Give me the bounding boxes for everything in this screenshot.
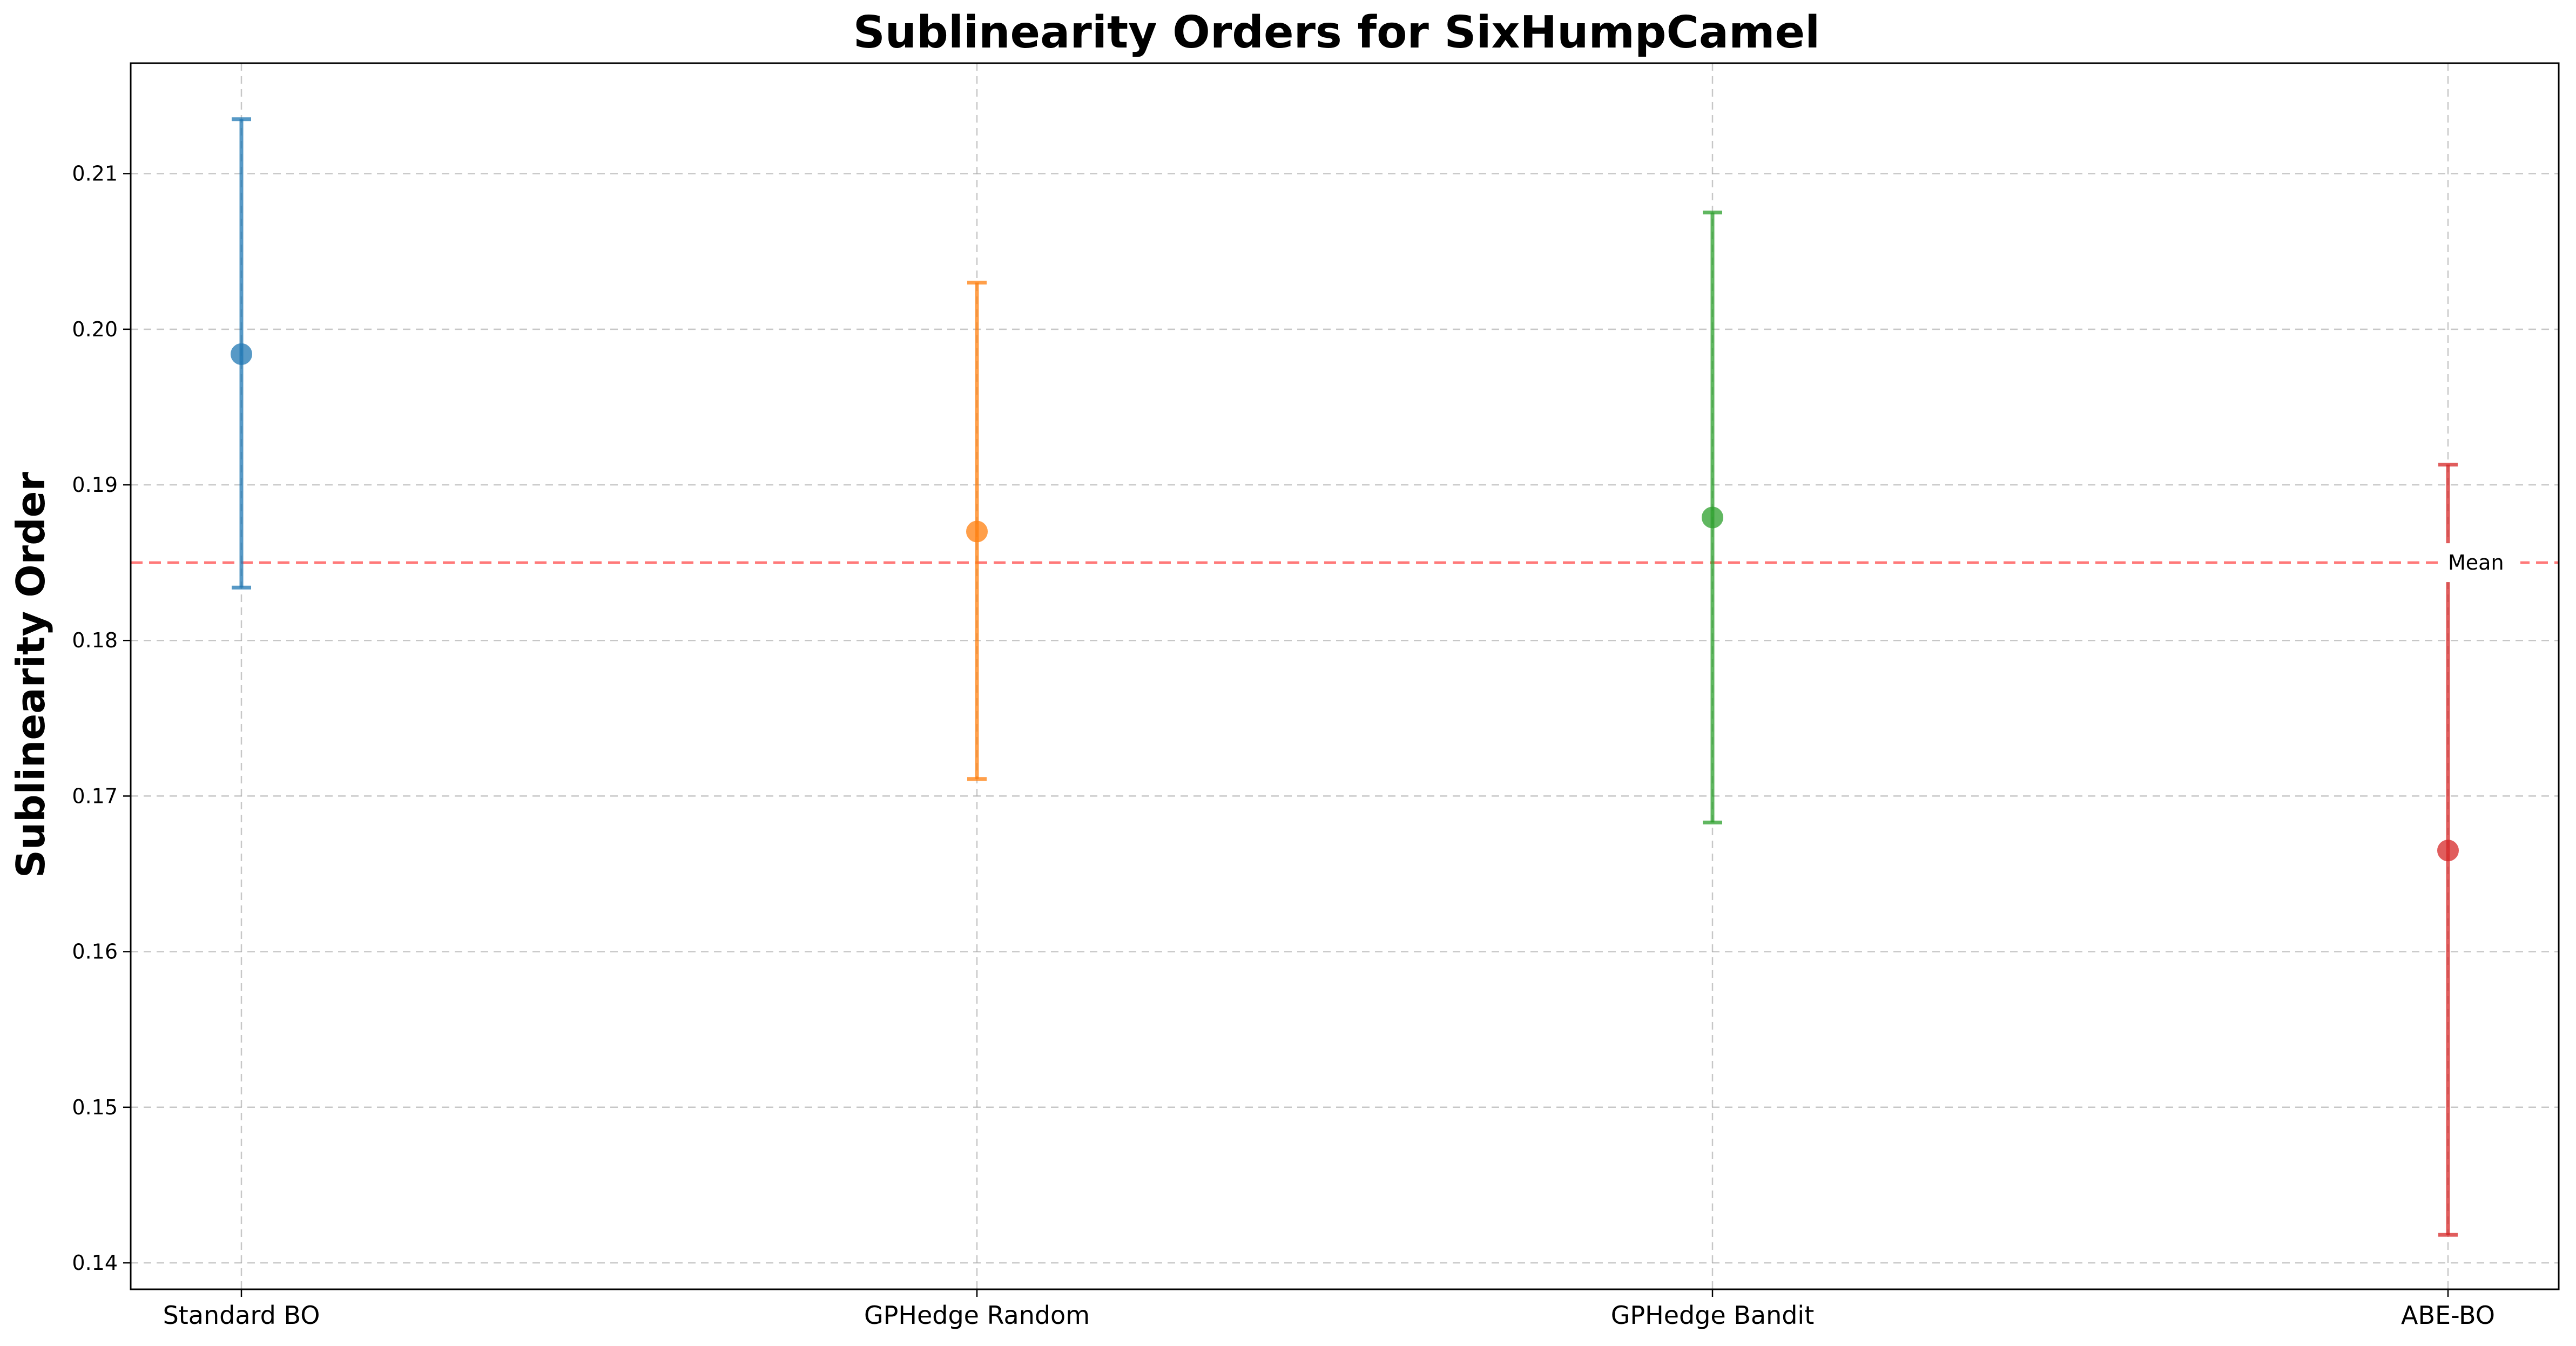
y-tick-label: 0.14 [72,1251,118,1275]
y-tick-label: 0.21 [72,162,118,186]
series-gphedge-random [966,280,988,781]
grid [131,63,2559,1289]
mean-annotation-box [2440,543,2520,583]
mean-label: Mean [2448,551,2504,574]
y-tick-label: 0.20 [72,317,118,341]
y-tick-label: 0.16 [72,940,118,964]
data-point [1702,506,1723,529]
y-tick-label: 0.19 [72,473,118,497]
series-abe-bo [2437,463,2459,1237]
data-point [2437,840,2459,862]
x-tick-label: GPHedge Random [864,1301,1090,1330]
chart-title: Sublinearity Orders for SixHumpCamel [853,7,1820,58]
y-tick-label: 0.17 [72,784,118,808]
data-point [231,343,252,365]
x-tick-label: GPHedge Bandit [1611,1301,1815,1330]
mean-annotation: Mean [2440,543,2520,583]
x-tick-label: ABE-BO [2401,1301,2495,1330]
data-point [966,520,988,543]
plot-frame [130,62,2560,1290]
series-group [231,117,2459,1237]
series-standard-bo [231,117,252,590]
y-tick-label: 0.15 [72,1095,118,1119]
axes: 0.14 0.15 0.16 0.17 0.18 0.19 0.20 0.21 Standard… [72,62,2560,1330]
series-gphedge-bandit [1702,211,1723,824]
x-tick-label: Standard BO [163,1301,320,1330]
y-axis-label: Sublinearity Order [8,472,53,878]
y-tick-label: 0.18 [72,628,118,652]
